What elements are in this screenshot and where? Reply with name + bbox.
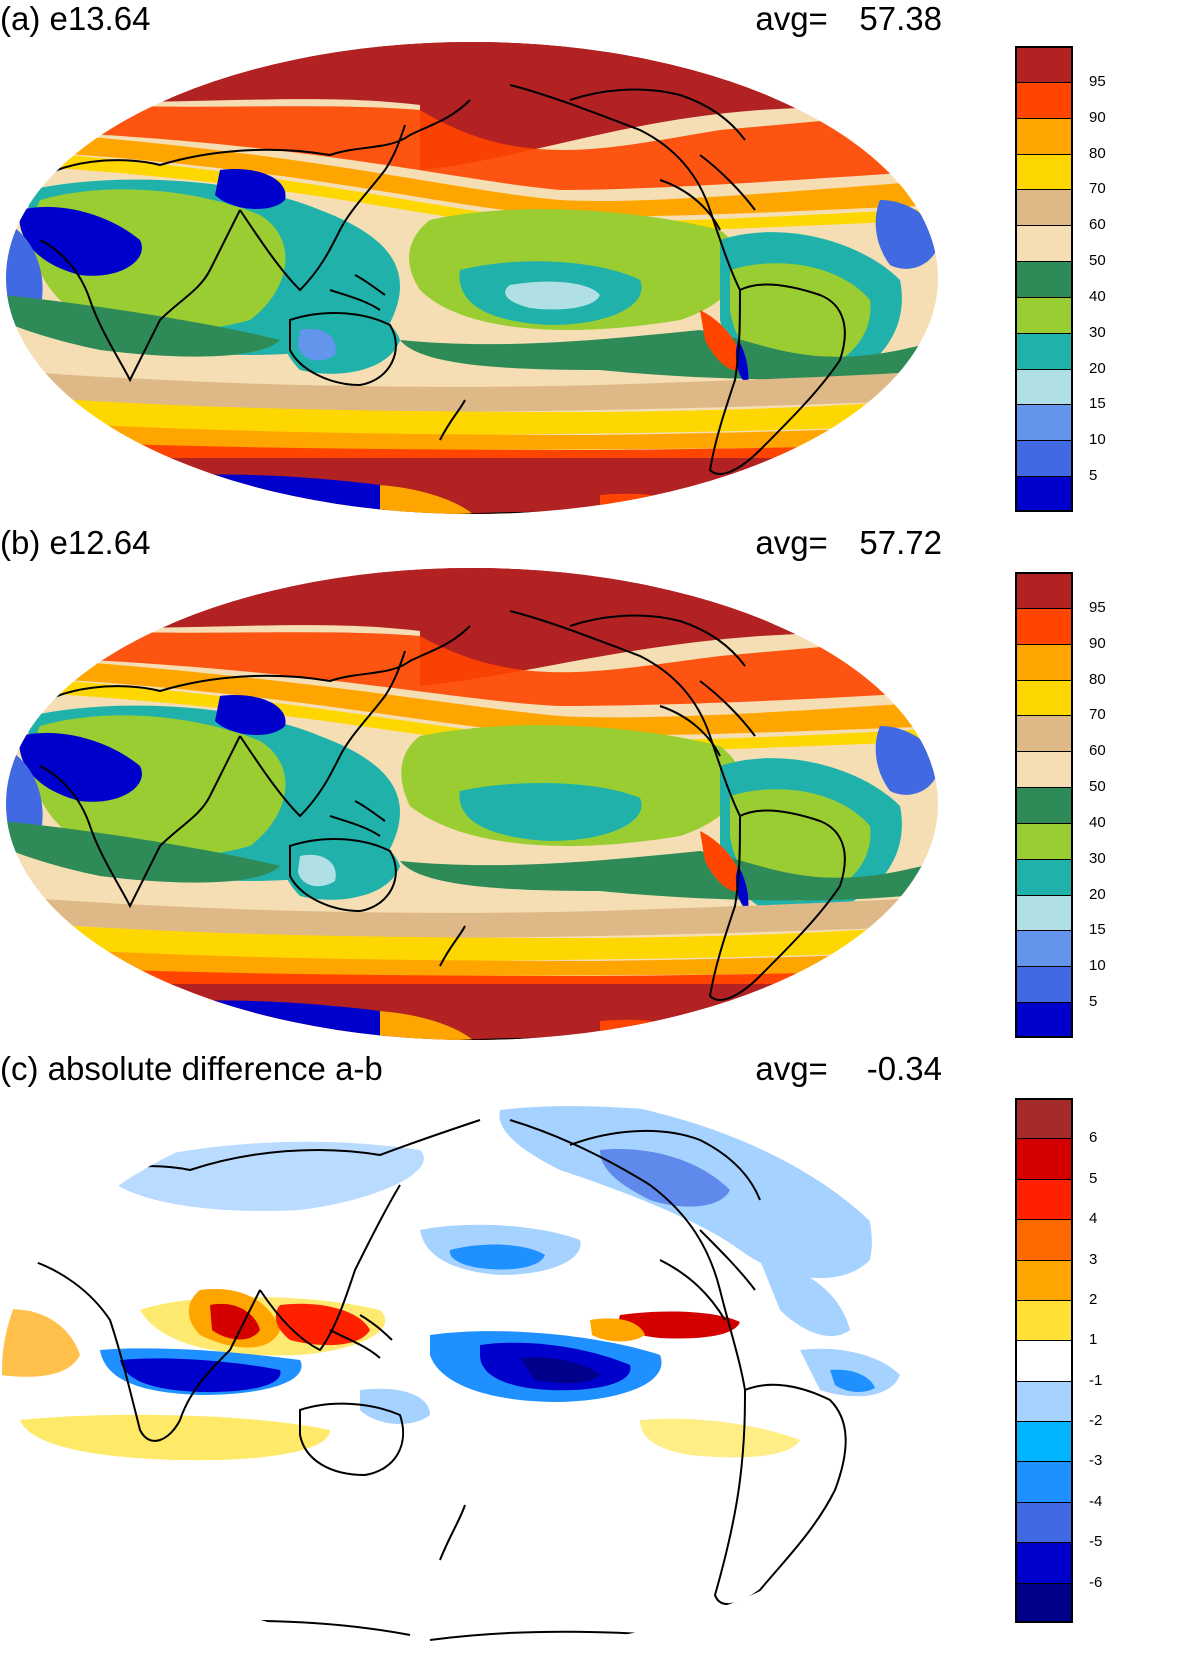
colorbar-tick-label: 3: [1089, 1250, 1098, 1268]
colorbar-swatch: [1015, 1259, 1073, 1300]
panel-c: (c) absolute difference a-b avg= -0.34: [0, 1050, 1183, 1677]
colorbar-swatch: [1015, 572, 1073, 608]
colorbar-tick-label: 50: [1089, 252, 1106, 270]
colorbar-tick-label: 60: [1089, 216, 1106, 234]
colorbar-swatch: [1015, 1380, 1073, 1422]
colorbar-swatch: [1015, 1002, 1073, 1038]
colorbar-swatch: [1015, 643, 1073, 680]
colorbar-swatch: [1015, 1501, 1073, 1543]
map-panel-c: [0, 1090, 945, 1670]
colorbar-swatch: [1015, 822, 1073, 859]
colorbar-swatch: [1015, 1582, 1073, 1623]
colorbar-swatch: [1015, 679, 1073, 716]
colorbar-tick-label: 90: [1089, 634, 1106, 652]
colorbar-a: 95 90 80 70 60 50 40 30 20 15 10 5: [1015, 46, 1155, 512]
colorbar-tick-label: 15: [1089, 921, 1106, 939]
colorbar-tick-label: 80: [1089, 670, 1106, 688]
colorbar-tick-label: 30: [1089, 849, 1106, 867]
colorbar-tick-label: 10: [1089, 431, 1106, 449]
colorbar-frame: [1015, 46, 1073, 512]
colorbar-c: 6 5 4 3 2 1 -1 -2 -3 -4 -5 -6: [1015, 1098, 1155, 1623]
colorbar-swatch: [1015, 715, 1073, 752]
colorbar-frame: [1015, 1098, 1073, 1623]
colorbar-swatch: [1015, 368, 1073, 405]
colorbar-swatch: [1015, 1340, 1073, 1381]
colorbar-tick-label: 60: [1089, 742, 1106, 760]
panel-title: (c) absolute difference a-b: [0, 1050, 383, 1087]
colorbar-swatch: [1015, 894, 1073, 931]
colorbar-frame: [1015, 572, 1073, 1038]
avg-value: 57.72: [859, 524, 942, 561]
colorbar-swatch: [1015, 225, 1073, 262]
colorbar-b: 95 90 80 70 60 50 40 30 20 15 10 5: [1015, 572, 1155, 1038]
colorbar-tick-label: 6: [1089, 1129, 1098, 1147]
colorbar-tick-label: 5: [1089, 467, 1098, 485]
panel-title: (b) e12.64: [0, 524, 151, 561]
colorbar-swatch: [1015, 296, 1073, 333]
colorbar-swatch: [1015, 1219, 1073, 1260]
map-panel-a: [6, 42, 938, 514]
panel-average: avg= 57.38: [750, 0, 942, 38]
colorbar-swatch: [1015, 751, 1073, 788]
colorbar-tick-label: 2: [1089, 1290, 1098, 1308]
colorbar-swatch: [1015, 1421, 1073, 1462]
colorbar-tick-label: 5: [1089, 993, 1098, 1011]
avg-label: avg=: [755, 1050, 828, 1087]
colorbar-tick-label: -5: [1089, 1533, 1103, 1551]
colorbar-tick-label: 80: [1089, 144, 1106, 162]
avg-value: 57.38: [859, 0, 942, 37]
panel-average: avg= -0.34: [750, 1050, 942, 1088]
colorbar-swatch: [1015, 1138, 1073, 1179]
colorbar-swatch: [1015, 117, 1073, 154]
colorbar-tick-label: -6: [1089, 1573, 1103, 1591]
colorbar-swatch: [1015, 1098, 1073, 1139]
colorbar-tick-label: 40: [1089, 813, 1106, 831]
colorbar-tick-label: 95: [1089, 598, 1106, 616]
colorbar-swatch: [1015, 404, 1073, 441]
colorbar-swatch: [1015, 1178, 1073, 1220]
colorbar-swatch: [1015, 476, 1073, 512]
panel-a: (a) e13.64 avg= 57.38: [0, 0, 1183, 520]
colorbar-swatch: [1015, 787, 1073, 823]
panel-average: avg= 57.72: [750, 524, 942, 562]
colorbar-tick-label: -4: [1089, 1492, 1103, 1510]
colorbar-swatch: [1015, 440, 1073, 477]
colorbar-swatch: [1015, 1542, 1073, 1583]
colorbar-tick-label: 10: [1089, 957, 1106, 975]
colorbar-tick-label: 4: [1089, 1210, 1098, 1228]
colorbar-tick-label: 30: [1089, 323, 1106, 341]
colorbar-tick-label: 70: [1089, 706, 1106, 724]
colorbar-swatch: [1015, 1299, 1073, 1341]
colorbar-tick-label: 70: [1089, 180, 1106, 198]
colorbar-tick-label: 15: [1089, 395, 1106, 413]
colorbar-tick-label: 95: [1089, 72, 1106, 90]
avg-label: avg=: [755, 524, 828, 561]
colorbar-tick-label: 40: [1089, 287, 1106, 305]
colorbar-swatch: [1015, 966, 1073, 1003]
colorbar-swatch: [1015, 1461, 1073, 1502]
panel-title: (a) e13.64: [0, 0, 151, 37]
avg-label: avg=: [755, 0, 828, 37]
colorbar-tick-label: 5: [1089, 1169, 1098, 1187]
colorbar-tick-label: -3: [1089, 1452, 1103, 1470]
colorbar-tick-label: 90: [1089, 108, 1106, 126]
colorbar-swatch: [1015, 930, 1073, 967]
colorbar-swatch: [1015, 189, 1073, 226]
colorbar-swatch: [1015, 81, 1073, 118]
map-panel-b: [6, 568, 938, 1040]
colorbar-swatch: [1015, 607, 1073, 644]
colorbar-tick-label: 1: [1089, 1331, 1098, 1349]
panel-b: (b) e12.64 avg= 57.72: [0, 524, 1183, 1044]
colorbar-tick-label: 20: [1089, 359, 1106, 377]
colorbar-tick-label: -2: [1089, 1412, 1103, 1430]
colorbar-swatch: [1015, 858, 1073, 895]
colorbar-tick-label: 20: [1089, 885, 1106, 903]
colorbar-tick-label: 50: [1089, 778, 1106, 796]
avg-value: -0.34: [866, 1050, 942, 1087]
colorbar-swatch: [1015, 153, 1073, 190]
colorbar-tick-label: -1: [1089, 1371, 1103, 1389]
colorbar-swatch: [1015, 46, 1073, 82]
colorbar-swatch: [1015, 332, 1073, 369]
colorbar-swatch: [1015, 261, 1073, 297]
